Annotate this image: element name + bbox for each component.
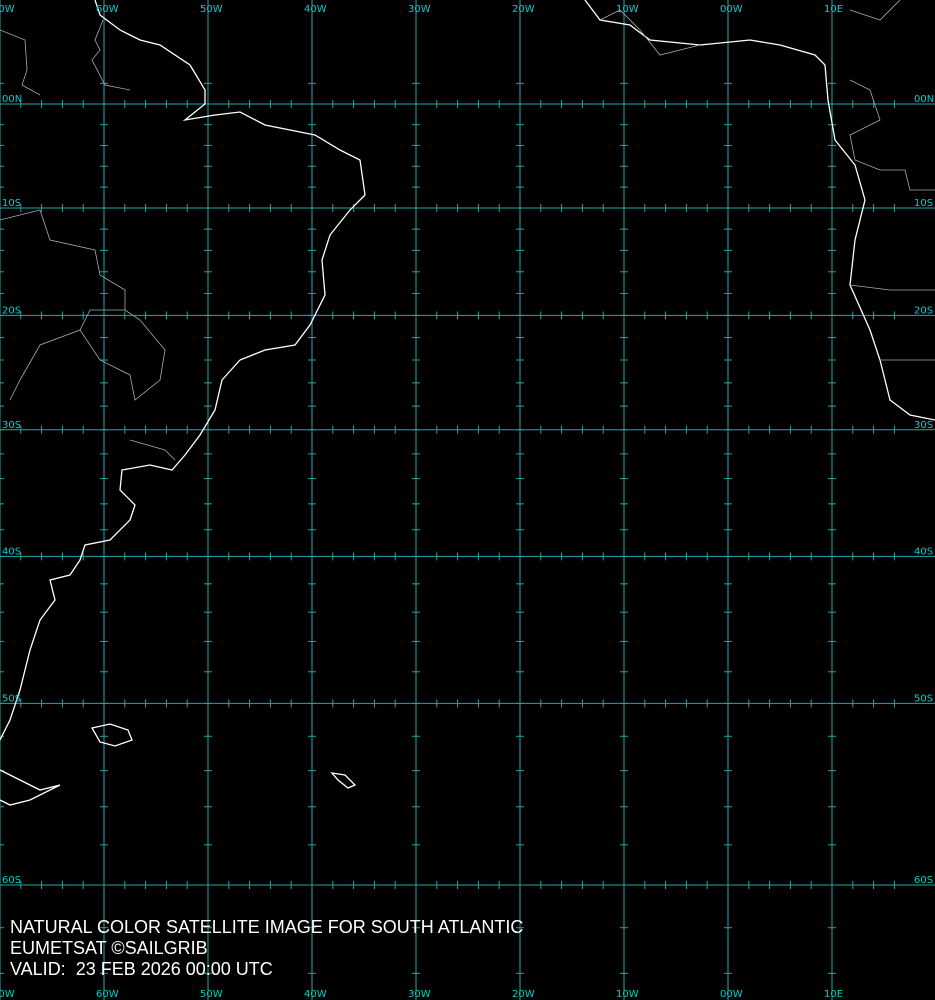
latitude-label: 60S <box>2 875 21 886</box>
south-georgia <box>330 772 357 789</box>
falkland-islands <box>90 723 133 747</box>
longitude-label: 00W <box>720 4 743 15</box>
longitude-label: 40W <box>304 4 327 15</box>
longitude-label: 70W <box>0 989 15 1000</box>
latitude-label: 30S <box>914 420 933 431</box>
latitude-label: 00N <box>914 94 934 105</box>
longitude-label: 50W <box>200 4 223 15</box>
caption-source: EUMETSAT ©SAILGRIB <box>10 938 208 958</box>
latitude-label: 20S <box>2 305 21 316</box>
longitude-label: 10W <box>616 989 639 1000</box>
border <box>849 0 901 21</box>
tierra-del-fuego-coast <box>0 769 61 806</box>
border <box>849 284 935 291</box>
latitude-label: 60S <box>914 875 933 886</box>
longitude-label: 60W <box>96 4 119 15</box>
longitude-label: 10E <box>824 989 843 1000</box>
south-america-coast <box>0 0 366 741</box>
latitude-label: 20S <box>914 305 933 316</box>
longitude-label: 20W <box>512 4 535 15</box>
latitude-label: 10S <box>2 198 21 209</box>
latitude-label: 50S <box>914 693 933 704</box>
latitude-label: 30S <box>2 420 21 431</box>
coastlines <box>0 0 935 806</box>
longitude-label: 30W <box>408 989 431 1000</box>
longitude-label: 30W <box>408 4 431 15</box>
borders <box>0 0 935 461</box>
border <box>91 19 131 91</box>
border <box>0 209 126 401</box>
longitude-label: 40W <box>304 989 327 1000</box>
latitude-label: 40S <box>914 546 933 557</box>
graticule-labels: 70W 70W 60W 60W 50W 50W 40W 40W 30W 30W 20W 20W 10W 1… <box>0 4 934 1000</box>
border <box>0 29 41 96</box>
longitude-label: 70W <box>0 4 15 15</box>
longitude-label: 20W <box>512 989 535 1000</box>
latitude-label: 00N <box>2 94 22 105</box>
latitude-label: 10S <box>914 198 933 209</box>
latitude-label: 40S <box>2 546 21 557</box>
longitude-label: 10W <box>616 4 639 15</box>
border <box>849 79 935 191</box>
longitude-label: 60W <box>96 989 119 1000</box>
border <box>79 309 166 401</box>
latitude-label: 50S <box>2 693 21 704</box>
africa-coast <box>584 0 935 421</box>
border <box>129 439 176 461</box>
longitude-label: 50W <box>200 989 223 1000</box>
longitude-label: 00W <box>720 989 743 1000</box>
caption-title: NATURAL COLOR SATELLITE IMAGE FOR SOUTH … <box>10 917 524 937</box>
longitude-label: 10E <box>824 4 843 15</box>
caption-valid-time: VALID: 23 FEB 2026 00:00 UTC <box>10 959 273 979</box>
border <box>599 9 701 56</box>
